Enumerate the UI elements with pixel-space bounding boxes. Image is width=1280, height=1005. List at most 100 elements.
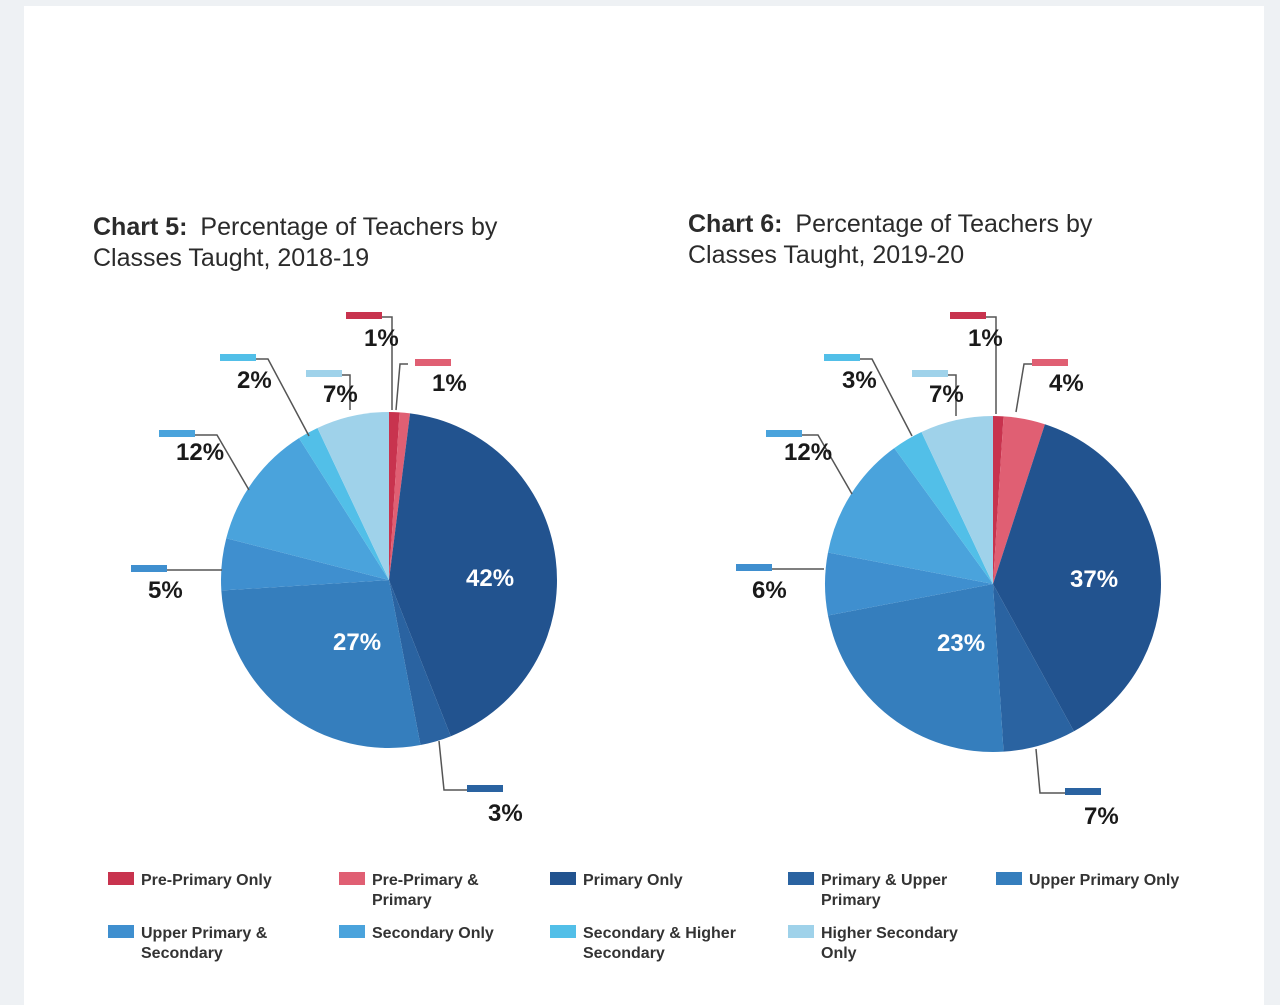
pie-slice [298,427,389,580]
legend-label: Higher Secondary [821,925,958,942]
pie-slice [226,438,389,580]
legend-item: Primary Only [550,872,683,889]
legend-item: Higher Secondary Only [788,925,958,962]
leader-line [195,434,250,491]
label-color-bar [766,430,802,437]
label-color-bar [1065,788,1101,795]
legend-swatch [339,925,365,938]
legend-item: Secondary Only [339,925,494,942]
chart-5: Chart 5: Percentage of Teachers by Class… [93,213,558,827]
chart-6-title-line2: Classes Taught, 2019-20 [688,241,964,269]
chart-6-pie: 1% 4% 37% 7% 23% 6% 12% 3% 7% [736,312,1161,830]
report-page: Chart 5: Percentage of Teachers by Class… [24,6,1264,1005]
pie-slice [389,413,558,737]
leader-line [986,316,997,414]
legend-label: Pre-Primary Only [141,872,272,889]
pie-slice [993,416,1045,584]
legend-swatch [788,872,814,885]
legend-swatch [550,872,576,885]
pie-slice [220,538,389,591]
pie-slice [921,416,993,584]
pie-slice [827,584,1004,753]
legend-swatch [108,925,134,938]
leader-line [256,358,310,437]
slice-data-label: 3% [488,800,523,827]
slice-data-label: 37% [1070,566,1118,593]
label-color-bar [736,564,772,571]
leader-line [395,363,408,411]
pie-slice [894,431,993,584]
slice-data-label: 1% [432,370,467,397]
legend-item: Pre-Primary Only [108,872,272,889]
pie-slice [389,412,411,580]
pie-slice [993,416,1004,584]
legend-item: Secondary & Higher Secondary [550,925,736,962]
slice-data-label: 23% [937,630,985,657]
pie-slice [825,552,993,616]
legend-label: Only [821,945,857,962]
legend-label: Secondary [141,945,223,962]
leader-line [1035,748,1065,794]
label-color-bar [912,370,948,377]
legend-label: Upper Primary Only [1029,872,1179,889]
slice-data-label: 3% [842,367,877,394]
slice-data-label: 7% [323,381,358,408]
label-color-bar [306,370,342,377]
slice-data-label: 6% [752,577,787,604]
slice-data-label: 1% [968,325,1003,352]
legend-item: Upper Primary Only [996,872,1179,889]
chart-6-title-rest: Percentage of Teachers by [795,210,1092,238]
pie-slice [993,424,1161,732]
legend-swatch [339,872,365,885]
legend-label: Secondary Only [372,925,494,942]
slice-data-label: 12% [176,439,224,466]
label-color-bar [346,312,382,319]
slice-data-label: 5% [148,577,183,604]
leader-line [438,740,467,791]
leader-line [342,374,351,410]
label-color-bar [415,359,451,366]
label-color-bar [824,354,860,361]
legend-swatch [788,925,814,938]
leader-line [1015,363,1032,413]
label-color-bar [467,785,503,792]
pie-slice [317,412,389,580]
slice-data-label: 42% [466,565,514,592]
legend-label: Pre-Primary & [372,872,479,889]
slice-data-label: 7% [929,381,964,408]
legend-label: Upper Primary & [141,925,268,942]
leader-line [860,358,913,437]
chart-5-title-rest: Percentage of Teachers by [200,213,497,241]
label-color-bar [131,565,167,572]
legend-label: Secondary & Higher [583,925,736,942]
legend-swatch [996,872,1022,885]
pie-slice [993,584,1074,752]
legend-item: Primary & Upper Primary [788,872,947,909]
legend-label: Primary & Upper [821,872,947,889]
slice-data-label: 1% [364,325,399,352]
leader-line [948,374,957,416]
chart-6-title-bold: Chart 6: [688,210,782,238]
slice-data-label: 4% [1049,370,1084,397]
leader-line [802,434,853,495]
legend-label: Secondary [583,945,665,962]
slice-data-label: 7% [1084,803,1119,830]
legend-label: Primary Only [583,872,683,889]
legend: Pre-Primary Only Pre-Primary &PrimaryPrim… [108,872,1179,962]
charts-canvas: Chart 5: Percentage of Teachers by Class… [93,210,1179,962]
legend-label: Primary [821,892,881,909]
leader-line [382,316,393,410]
label-color-bar [1032,359,1068,366]
chart-5-title-line2: Classes Taught, 2018-19 [93,244,369,272]
chart-6-title: Chart 6: Percentage of Teachers by [688,210,1093,238]
legend-swatch [550,925,576,938]
legend-label: Primary [372,892,432,909]
pie-slice [827,448,993,584]
pie-slice [389,580,451,746]
legend-item: Pre-Primary & Primary [339,872,479,909]
chart-5-title-bold: Chart 5: [93,213,187,241]
label-color-bar [950,312,986,319]
slice-data-label: 27% [333,629,381,656]
chart-6: Chart 6: Percentage of Teachers by Class… [688,210,1161,830]
chart-5-pie: 1% 1% 42% 3% 27% 5% 12% 2% 7% [131,312,558,827]
